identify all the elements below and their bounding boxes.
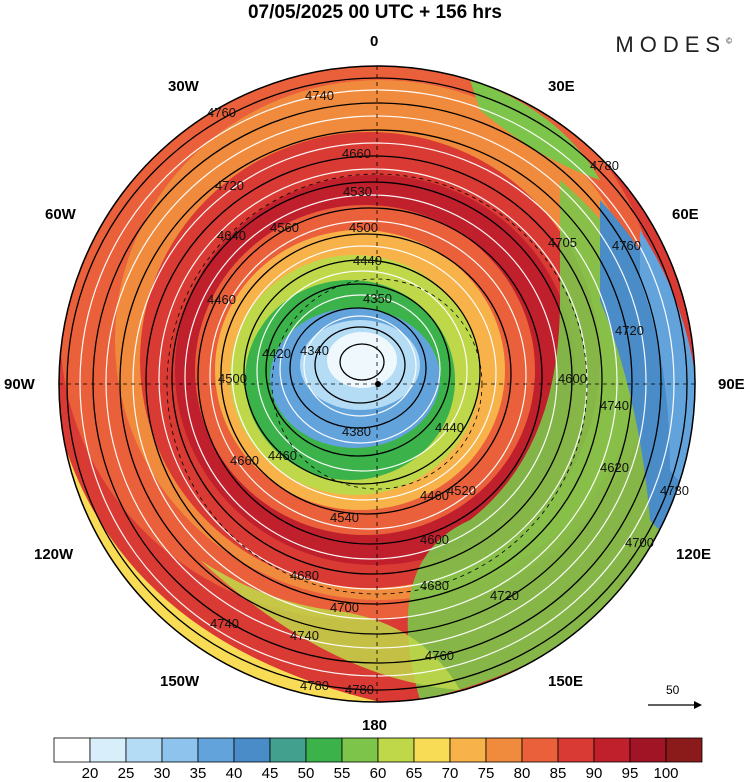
contour-label: 4500: [218, 371, 247, 386]
contour-label: 4440: [435, 420, 464, 435]
lon-label-60w: 60W: [45, 206, 76, 223]
contour-label: 4780: [300, 678, 329, 693]
contour-label: 4760: [612, 238, 641, 253]
contour-label: 4640: [217, 228, 246, 243]
lon-label-120w: 120W: [34, 546, 74, 563]
colorbar-label: 70: [441, 765, 459, 782]
contour-label: 4740: [600, 398, 629, 413]
colorbar-label: 75: [477, 765, 495, 782]
colorbar-label: 40: [225, 765, 243, 782]
lon-label-150e: 150E: [548, 673, 584, 690]
colorbar-swatch: [629, 737, 667, 763]
colorbar-label: 95: [621, 765, 639, 782]
colorbar-swatch: [305, 737, 343, 763]
colorbar-label: 85: [549, 765, 567, 782]
colorbar-label: 25: [117, 765, 135, 782]
colorbar-label: 30: [153, 765, 171, 782]
contour-label: 4720: [490, 588, 519, 603]
colorbar-swatch: [197, 737, 235, 763]
map-title: 07/05/2025 00 UTC + 156 hrs: [247, 2, 503, 23]
colorbar-swatch: [593, 737, 631, 763]
contour-label: 4660: [230, 453, 259, 468]
lon-label-30e: 30E: [548, 78, 575, 95]
pole-marker: [375, 381, 381, 387]
lon-label-0: 0: [370, 33, 379, 50]
colorbar-label: 65: [405, 765, 423, 782]
colorbar-swatch: [53, 737, 91, 763]
contour-label: 4460: [268, 448, 297, 463]
contour-label: 4500: [349, 220, 378, 235]
lon-label-90w: 90W: [4, 376, 35, 393]
contour-label: 4740: [305, 88, 334, 103]
colorbar: [53, 737, 703, 763]
colorbar-label: 45: [261, 765, 279, 782]
colorbar-label: 20: [81, 765, 99, 782]
contour-label: 4760: [207, 105, 236, 120]
colorbar-label: 100: [653, 765, 679, 782]
colorbar-swatch: [341, 737, 379, 763]
contour-label: 4720: [215, 178, 244, 193]
colorbar-swatch: [161, 737, 199, 763]
contour-label: 4520: [447, 483, 476, 498]
colorbar-label: 50: [297, 765, 315, 782]
colorbar-label: 35: [189, 765, 207, 782]
contour-label: 4600: [558, 371, 587, 386]
colorbar-swatch: [377, 737, 415, 763]
colorbar-label: 80: [513, 765, 531, 782]
lon-label-90e: 90E: [718, 376, 745, 393]
contour-label: 4350: [363, 291, 392, 306]
contour-label: 4420: [262, 346, 291, 361]
contour-label: 4720: [615, 323, 644, 338]
contour-label: 4700: [330, 600, 359, 615]
contour-label: 4740: [210, 616, 239, 631]
colorbar-swatch: [665, 737, 703, 763]
lon-label-60e: 60E: [672, 206, 699, 223]
brand-logo: MODES©: [615, 32, 732, 57]
contour-label: 4680: [420, 578, 449, 593]
contour-label: 4705: [548, 235, 577, 250]
contour-labels: 4740 4760 4720 4660 4530 4780 4500 4560 4640 4440…: [207, 88, 689, 697]
contour-label: 4560: [270, 220, 299, 235]
colorbar-label: 60: [369, 765, 387, 782]
colorbar-swatch: [89, 737, 127, 763]
map-boundary: [58, 65, 696, 703]
reference-vector-arrowhead: [694, 701, 702, 709]
colorbar-swatch: [449, 737, 487, 763]
colorbar-swatch: [125, 737, 163, 763]
lon-label-30w: 30W: [168, 78, 199, 95]
contour-label: 4540: [330, 510, 359, 525]
contour-label: 4620: [600, 460, 629, 475]
contour-label: 4780: [660, 483, 689, 498]
contour-label: 4700: [625, 535, 654, 550]
lon-label-180: 180: [362, 717, 388, 734]
contour-label: 4740: [290, 628, 319, 643]
lon-label-150w: 150W: [160, 673, 200, 690]
colorbar-swatch: [233, 737, 271, 763]
contour-label: 4530: [343, 184, 372, 199]
colorbar-swatch: [269, 737, 307, 763]
contour-label: 4780: [345, 682, 374, 697]
contour-label: 4780: [590, 158, 619, 173]
contour-label: 4340: [300, 343, 329, 358]
colorbar-label: 90: [585, 765, 603, 782]
colorbar-label: 55: [333, 765, 351, 782]
lon-label-120e: 120E: [676, 546, 712, 563]
colorbar-swatch: [557, 737, 595, 763]
contour-label: 4380: [342, 424, 371, 439]
contour-label: 4440: [353, 253, 382, 268]
colorbar-swatch: [485, 737, 523, 763]
contour-label: 4660: [342, 146, 371, 161]
contour-label: 4460: [207, 292, 236, 307]
contour-label: 4760: [425, 648, 454, 663]
shaded-field: [59, 66, 695, 702]
colorbar-swatch: [521, 737, 559, 763]
colorbar-swatch: [413, 737, 451, 763]
contour-label: 4680: [290, 568, 319, 583]
contour-label: 4460: [420, 488, 449, 503]
reference-vector-label: 50: [666, 683, 680, 697]
contour-label: 4600: [420, 532, 449, 547]
